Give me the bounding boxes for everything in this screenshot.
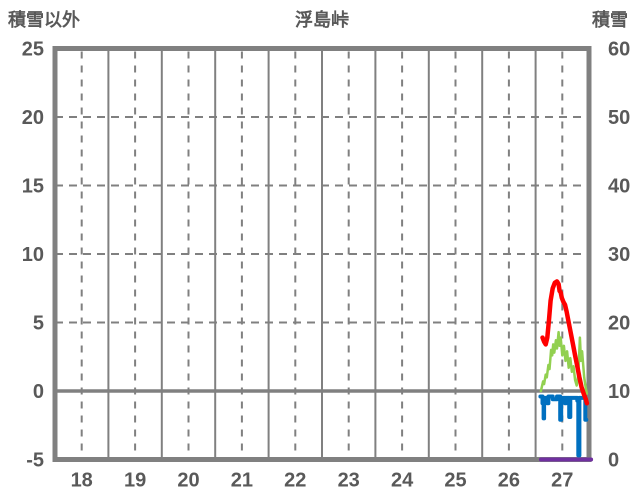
x-tick-label: 24 [391, 470, 414, 492]
y-right-tick-label: 0 [608, 450, 619, 472]
plot-border [52, 46, 592, 462]
x-tick-label: 22 [284, 470, 306, 492]
right-axis-title: 積雪 [592, 10, 628, 30]
x-tick-label: 26 [498, 470, 520, 492]
x-tick-label: 27 [551, 470, 573, 492]
y-left-tick-label: 10 [22, 244, 44, 266]
y-left-tick-label: 20 [22, 107, 44, 129]
green-line [539, 330, 589, 395]
y-right-tick-label: 40 [608, 176, 630, 198]
x-tick-label: 19 [124, 470, 146, 492]
x-tick-label: 18 [71, 470, 93, 492]
y-left-tick-label: 25 [22, 39, 44, 61]
x-tick-label: 21 [231, 470, 253, 492]
left-axis-title: 積雪以外 [8, 10, 80, 30]
y-left-tick-label: 0 [33, 381, 44, 403]
red-line [540, 279, 590, 406]
blue-line [538, 394, 589, 458]
y-left-tick-label: 15 [22, 176, 44, 198]
x-tick-label: 25 [444, 470, 466, 492]
y-right-tick-label: 60 [608, 39, 630, 61]
y-left-tick-label: -5 [26, 450, 44, 472]
y-right-tick-label: 30 [608, 244, 630, 266]
x-tick-label: 23 [338, 470, 360, 492]
y-right-tick-label: 20 [608, 313, 630, 335]
y-right-tick-label: 10 [608, 381, 630, 403]
x-tick-label: 20 [177, 470, 199, 492]
chart-title: 浮島峠 [295, 10, 349, 30]
y-right-tick-label: 50 [608, 107, 630, 129]
y-left-tick-label: 5 [33, 313, 44, 335]
